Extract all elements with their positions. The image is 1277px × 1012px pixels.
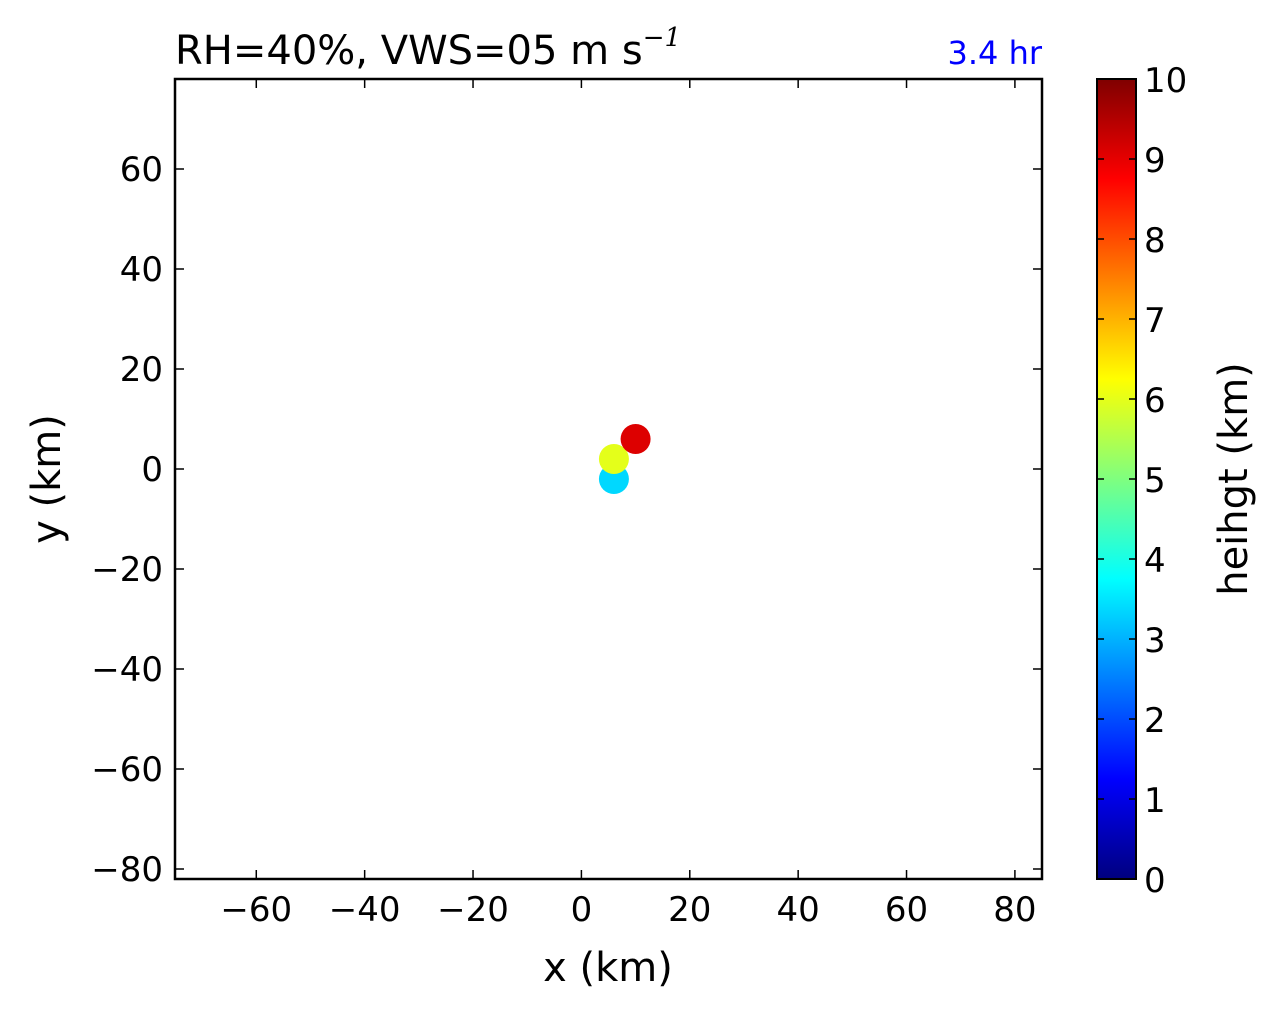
colorbar-ticks: 0 1 2 3 4 5 6 7 8 9 10 <box>1097 61 1187 901</box>
y-tick-label: −40 <box>91 650 163 690</box>
colorbar-tick-label: 0 <box>1144 861 1166 901</box>
colorbar-tick-label: 7 <box>1144 301 1166 341</box>
y-tick-label: 0 <box>141 450 163 490</box>
colorbar-tick-label: 2 <box>1144 701 1166 741</box>
y-tick-label: −60 <box>91 750 163 790</box>
y-tick-label: −80 <box>91 850 163 890</box>
y-tick-label: 60 <box>120 150 163 190</box>
x-tick-label: 60 <box>885 890 928 930</box>
colorbar-tick-label: 3 <box>1144 621 1166 661</box>
chart-title: RH=40%, VWS=05 m s−1 <box>175 23 681 74</box>
colorbar-label: heihgt (km) <box>1211 362 1257 596</box>
chart-title-superscript: −1 <box>643 23 681 53</box>
x-tick-label: 40 <box>777 890 820 930</box>
scatter-points <box>598 424 651 494</box>
y-tick-label: 40 <box>120 250 163 290</box>
x-tick-label: −60 <box>220 890 292 930</box>
x-axis-ticks: −60 −40 −20 0 20 40 60 80 <box>220 79 1037 930</box>
colorbar-tick-label: 1 <box>1144 781 1166 821</box>
data-point <box>598 444 629 474</box>
x-tick-label: −40 <box>329 890 401 930</box>
colorbar-tick-label: 9 <box>1144 141 1166 181</box>
colorbar-tick-label: 10 <box>1144 61 1187 101</box>
x-tick-label: 80 <box>993 890 1036 930</box>
colorbar: 0 1 2 3 4 5 6 7 8 9 10 <box>1096 61 1187 901</box>
y-tick-label: −20 <box>91 550 163 590</box>
plot-area: −60 −40 −20 0 20 40 60 80 −80 −60 −40 −20 0 20 40 60 <box>91 77 1044 930</box>
colorbar-tick-label: 8 <box>1144 221 1166 261</box>
y-tick-label: 20 <box>120 350 163 390</box>
x-tick-label: −20 <box>437 890 509 930</box>
y-axis-ticks: −80 −60 −40 −20 0 20 40 60 <box>91 150 1042 890</box>
colorbar-tick-label: 4 <box>1144 541 1166 581</box>
chart-title-main: RH=40%, VWS=05 m s <box>175 28 643 74</box>
time-annotation: 3.4 hr <box>948 34 1043 72</box>
data-point <box>620 424 651 454</box>
x-axis-label: x (km) <box>543 945 673 991</box>
x-tick-label: 20 <box>668 890 711 930</box>
colorbar-tick-label: 5 <box>1144 461 1166 501</box>
x-tick-label: 0 <box>571 890 593 930</box>
colorbar-tick-label: 6 <box>1144 381 1166 421</box>
y-axis-label: y (km) <box>24 414 70 544</box>
